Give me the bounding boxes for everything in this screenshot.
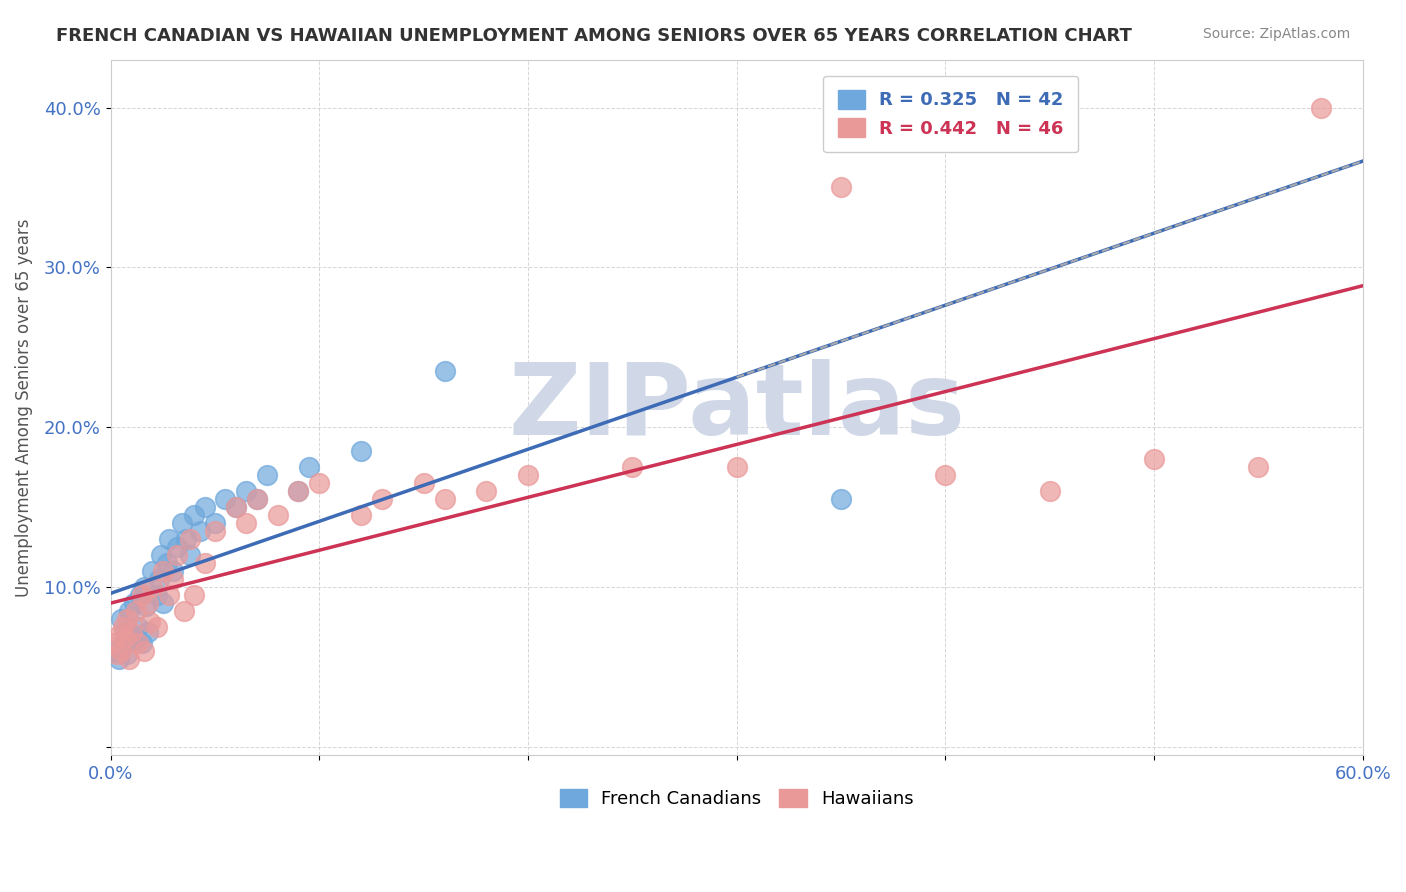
Point	[174, 532, 197, 546]
Y-axis label: Unemployment Among Seniors over 65 years: Unemployment Among Seniors over 65 years	[15, 218, 32, 597]
Point	[136, 596, 159, 610]
Text: Source: ZipAtlas.com: Source: ZipAtlas.com	[1202, 27, 1350, 41]
Point	[183, 588, 205, 602]
Point	[179, 532, 201, 546]
Point	[266, 508, 288, 523]
Point	[131, 588, 153, 602]
Point	[204, 524, 226, 538]
Point	[287, 484, 309, 499]
Point	[246, 492, 269, 507]
Point	[725, 460, 748, 475]
Point	[141, 580, 163, 594]
Text: ZIPatlas: ZIPatlas	[508, 359, 965, 456]
Point	[118, 604, 141, 618]
Point	[118, 652, 141, 666]
Point	[117, 612, 139, 626]
Point	[934, 468, 956, 483]
Point	[110, 612, 132, 626]
Point	[136, 624, 159, 639]
Point	[166, 540, 188, 554]
Point	[830, 492, 852, 507]
Point	[112, 620, 135, 634]
Point	[166, 548, 188, 562]
Point	[1039, 484, 1062, 499]
Point	[235, 516, 257, 530]
Point	[194, 500, 217, 515]
Point	[475, 484, 498, 499]
Point	[117, 647, 139, 661]
Point	[173, 604, 195, 618]
Point	[110, 644, 132, 658]
Point	[433, 492, 456, 507]
Point	[122, 596, 145, 610]
Point	[830, 180, 852, 194]
Point	[517, 468, 540, 483]
Point	[127, 620, 149, 634]
Point	[105, 647, 128, 661]
Point	[148, 572, 170, 586]
Point	[162, 564, 184, 578]
Point	[125, 631, 148, 645]
Point	[121, 628, 143, 642]
Point	[145, 620, 167, 634]
Point	[132, 580, 155, 594]
Point	[256, 468, 278, 483]
Point	[132, 644, 155, 658]
Point	[112, 636, 135, 650]
Point	[125, 604, 148, 618]
Point	[139, 615, 162, 630]
Point	[127, 636, 149, 650]
Point	[1143, 452, 1166, 467]
Point	[149, 548, 172, 562]
Point	[225, 500, 247, 515]
Point	[225, 500, 247, 515]
Point	[350, 508, 373, 523]
Point	[183, 508, 205, 523]
Point	[104, 644, 127, 658]
Point	[157, 588, 180, 602]
Point	[1309, 101, 1331, 115]
Point	[246, 492, 269, 507]
Point	[108, 628, 131, 642]
Point	[412, 476, 434, 491]
Text: FRENCH CANADIAN VS HAWAIIAN UNEMPLOYMENT AMONG SENIORS OVER 65 YEARS CORRELATION: FRENCH CANADIAN VS HAWAIIAN UNEMPLOYMENT…	[56, 27, 1132, 45]
Point	[194, 556, 217, 570]
Point	[287, 484, 309, 499]
Point	[1247, 460, 1270, 475]
Point	[214, 492, 236, 507]
Point	[156, 556, 179, 570]
Point	[235, 484, 257, 499]
Legend: French Canadians, Hawaiians: French Canadians, Hawaiians	[553, 781, 921, 815]
Point	[190, 524, 212, 538]
Point	[131, 636, 153, 650]
Point	[121, 624, 143, 639]
Point	[108, 652, 131, 666]
Point	[350, 444, 373, 458]
Point	[170, 516, 193, 530]
Point	[433, 364, 456, 378]
Point	[145, 588, 167, 602]
Point	[135, 599, 157, 614]
Point	[308, 476, 330, 491]
Point	[101, 636, 124, 650]
Point	[298, 460, 321, 475]
Point	[162, 572, 184, 586]
Point	[621, 460, 644, 475]
Point	[141, 564, 163, 578]
Point	[371, 492, 394, 507]
Point	[114, 631, 136, 645]
Point	[129, 588, 152, 602]
Point	[157, 532, 180, 546]
Point	[204, 516, 226, 530]
Point	[179, 548, 201, 562]
Point	[152, 564, 174, 578]
Point	[152, 596, 174, 610]
Point	[114, 624, 136, 639]
